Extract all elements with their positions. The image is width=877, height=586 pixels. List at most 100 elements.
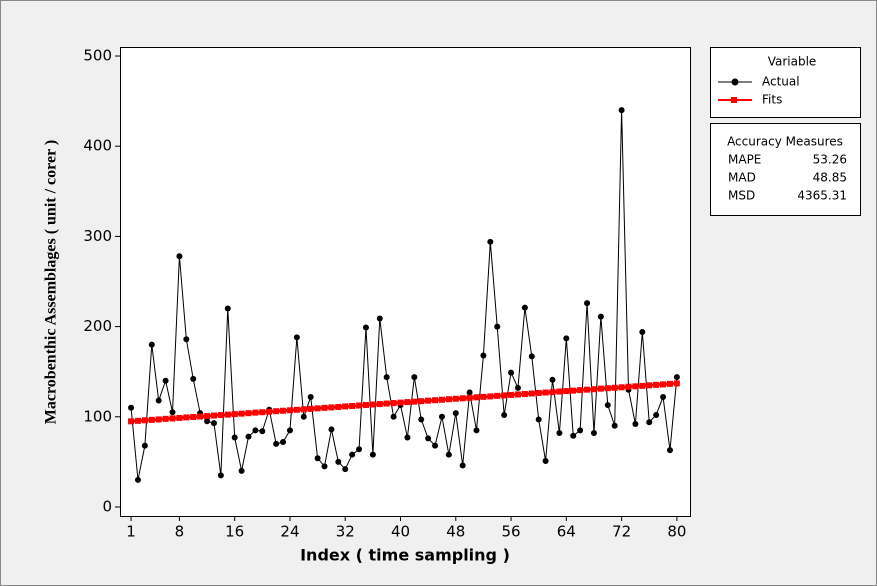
accuracy-name: MAPE (728, 153, 761, 167)
actual-marker (487, 238, 494, 245)
fit-marker (369, 401, 376, 408)
fit-marker (342, 403, 349, 410)
fit-marker (134, 417, 141, 424)
actual-marker (542, 457, 549, 464)
plot-area (120, 47, 691, 517)
actual-marker (570, 432, 577, 439)
fit-marker (383, 400, 390, 407)
x-tick-label: 64 (557, 523, 576, 541)
fit-marker (508, 391, 515, 398)
fit-marker (514, 391, 521, 398)
fit-marker (404, 399, 411, 406)
fit-marker (480, 393, 487, 400)
x-axis-label: Index ( time sampling ) (300, 546, 510, 565)
actual-marker (653, 411, 660, 418)
actual-marker (321, 463, 328, 470)
actual-marker (300, 413, 307, 420)
fit-marker (590, 386, 597, 393)
fit-marker (653, 381, 660, 388)
x-tick-label: 72 (612, 523, 631, 541)
x-tick-label: 80 (667, 523, 686, 541)
actual-marker (611, 422, 618, 429)
actual-marker (563, 335, 570, 342)
fit-marker (376, 401, 383, 408)
fit-marker (397, 399, 404, 406)
actual-marker (508, 369, 515, 376)
fit-marker (390, 400, 397, 407)
actual-marker (535, 416, 542, 423)
actual-marker (466, 389, 473, 396)
actual-marker (252, 427, 259, 434)
actual-marker (632, 421, 639, 428)
legend-title: Variable (768, 55, 817, 69)
fit-marker (618, 384, 625, 391)
actual-marker (273, 440, 280, 447)
x-tick-label: 24 (280, 523, 299, 541)
fit-marker (300, 406, 307, 413)
fit-marker (217, 412, 224, 419)
actual-marker (425, 435, 432, 442)
actual-marker (494, 323, 501, 330)
actual-marker (445, 451, 452, 458)
actual-marker (231, 434, 238, 441)
actual-marker (639, 329, 646, 336)
actual-marker (383, 374, 390, 381)
actual-marker (646, 419, 653, 426)
fit-marker (577, 387, 584, 394)
accuracy-value: 53.26 (813, 153, 847, 167)
actual-marker (521, 304, 528, 311)
actual-marker (577, 427, 584, 434)
actual-marker (238, 467, 245, 474)
fit-marker (183, 414, 190, 421)
fit-marker (494, 392, 501, 399)
fit-marker (584, 386, 591, 393)
actual-marker (356, 446, 363, 453)
fit-marker (286, 407, 293, 414)
legend-label: Fits (762, 93, 782, 107)
x-tick-label: 32 (336, 523, 355, 541)
actual-marker (369, 451, 376, 458)
actual-marker (432, 442, 439, 449)
fit-marker (204, 413, 211, 420)
fit-marker (660, 381, 667, 388)
actual-marker (162, 377, 169, 384)
actual-marker (362, 324, 369, 331)
actual-marker (452, 410, 459, 417)
fit-marker (487, 393, 494, 400)
fit-marker (266, 408, 273, 415)
fit-marker (549, 389, 556, 396)
actual-marker (666, 447, 673, 454)
actual-marker (349, 451, 356, 458)
actual-marker (148, 341, 155, 348)
fit-marker (155, 416, 162, 423)
actual-marker (155, 397, 162, 404)
actual-marker (411, 374, 418, 381)
actual-marker (259, 428, 266, 435)
actual-marker (501, 411, 508, 418)
actual-marker (404, 434, 411, 441)
actual-marker (480, 352, 487, 359)
accuracy-value: 4365.31 (797, 189, 847, 203)
actual-marker (183, 336, 190, 343)
fit-marker (501, 392, 508, 399)
fit-marker (362, 401, 369, 408)
fit-marker (210, 412, 217, 419)
legend-marker (731, 97, 737, 103)
fit-marker (224, 411, 231, 418)
actual-marker (376, 315, 383, 322)
fit-marker (597, 385, 604, 392)
fit-marker (646, 382, 653, 389)
fit-marker (252, 409, 259, 416)
actual-marker (660, 393, 667, 400)
actual-marker (438, 413, 445, 420)
y-tick-label: 100 (83, 407, 112, 425)
actual-marker (141, 442, 148, 449)
actual-marker (528, 353, 535, 360)
actual-marker (390, 413, 397, 420)
fit-marker (245, 410, 252, 417)
x-tick-label: 8 (175, 523, 185, 541)
fit-marker (611, 384, 618, 391)
y-axis-label: Macrobenthic Assemblages ( unit / corer … (43, 140, 60, 424)
fit-marker (563, 388, 570, 395)
fit-marker (148, 416, 155, 423)
